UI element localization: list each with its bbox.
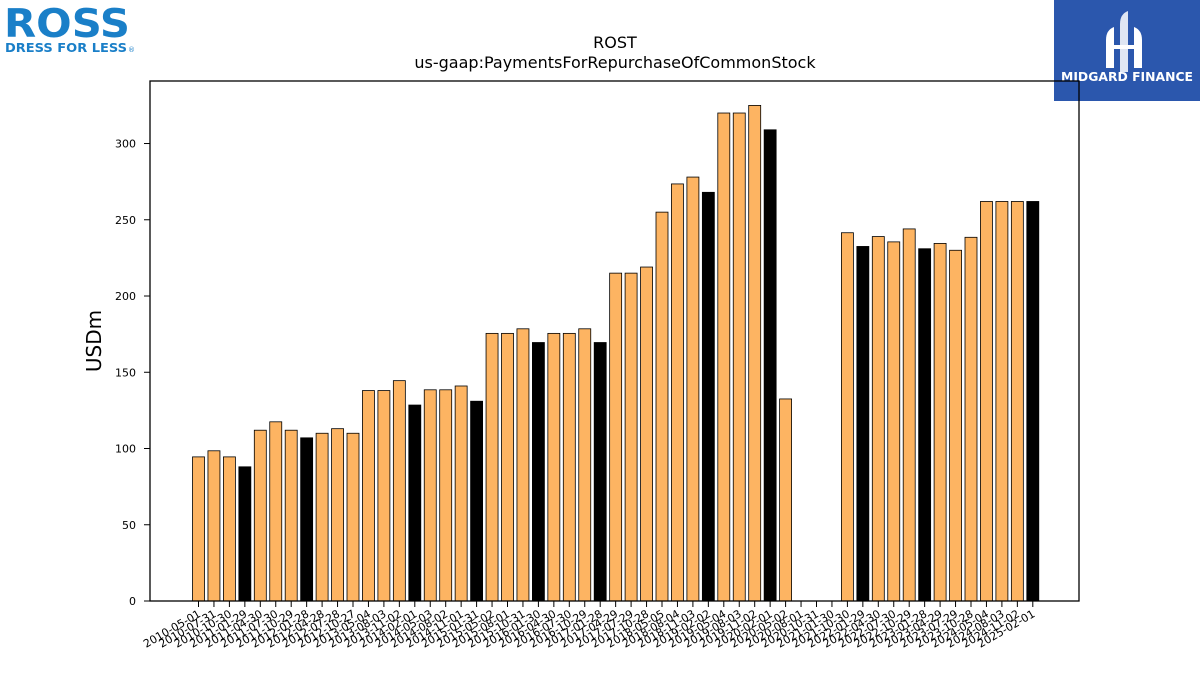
- bar: [748, 105, 762, 602]
- bar: [856, 246, 870, 602]
- y-axis-label: USDm: [82, 310, 106, 372]
- bar: [485, 332, 499, 602]
- y-axis-ticks: 0 50 100 150 200 250 300: [115, 138, 150, 608]
- plot-frame: [149, 80, 1080, 602]
- bar: [871, 236, 885, 602]
- bar: [423, 389, 437, 602]
- bar: [671, 183, 684, 602]
- bar: [918, 248, 932, 602]
- bar: [980, 201, 993, 602]
- midgard-mark-icon: [1106, 11, 1142, 72]
- midgard-finance-name: MIDGARD FINANCE: [1061, 70, 1193, 84]
- bar: [284, 429, 298, 602]
- bar: [362, 390, 375, 602]
- x-axis-ticks: 2010-05-012010-07-312010-10-302011-01-29…: [141, 601, 1037, 651]
- bar: [593, 342, 607, 602]
- bar: [933, 242, 947, 602]
- y-tick-label: 150: [115, 366, 136, 379]
- bar: [207, 450, 221, 602]
- bar: [269, 421, 283, 602]
- bar: [887, 241, 901, 602]
- bar: [732, 112, 746, 602]
- bar: [192, 456, 205, 602]
- y-tick-label: 0: [129, 595, 136, 608]
- bar: [315, 432, 329, 602]
- bar: [408, 404, 422, 602]
- bar: [578, 328, 592, 602]
- bar: [331, 428, 344, 602]
- bar: [763, 129, 777, 602]
- bar: [701, 191, 715, 602]
- bar: [995, 201, 1009, 602]
- bar-series: [192, 105, 1040, 602]
- bar: [624, 272, 638, 602]
- bar: [501, 332, 514, 602]
- chart-subtitle: us-gaap:PaymentsForRepurchaseOfCommonSto…: [414, 53, 816, 72]
- bar: [779, 398, 792, 602]
- ross-trademark: ®: [128, 46, 135, 54]
- bar: [686, 176, 700, 602]
- bar: [377, 390, 391, 602]
- bar: [238, 466, 252, 602]
- y-tick-label: 100: [115, 443, 136, 456]
- ross-wordmark: ROSS: [4, 4, 130, 47]
- bar: [300, 437, 314, 602]
- bar: [346, 432, 360, 602]
- bar: [454, 385, 468, 602]
- bar: [655, 211, 669, 602]
- bar: [222, 456, 236, 602]
- bar: [1026, 201, 1040, 602]
- bar: [1010, 201, 1024, 602]
- bar: [470, 400, 484, 602]
- bar: [717, 112, 731, 602]
- ross-tagline: DRESS FOR LESS: [5, 41, 127, 55]
- bar: [516, 328, 530, 602]
- bar: [841, 232, 854, 602]
- y-tick-label: 50: [122, 519, 136, 532]
- ross-dress-for-less-logo: ROSS DRESS FOR LESS ®: [4, 4, 135, 55]
- y-tick-label: 250: [115, 214, 136, 227]
- bar: [562, 332, 576, 602]
- bar: [640, 266, 653, 602]
- bar: [253, 429, 267, 602]
- bar: [964, 236, 978, 602]
- bar: [902, 228, 916, 602]
- bar: [439, 389, 453, 602]
- y-tick-label: 300: [115, 138, 136, 151]
- midgard-finance-logo: MIDGARD FINANCE: [1054, 0, 1200, 101]
- bar: [949, 249, 962, 602]
- bar: [547, 332, 561, 602]
- bar: [609, 272, 623, 602]
- bar: [392, 380, 406, 602]
- chart-title: ROST: [593, 33, 637, 52]
- bar: [532, 342, 545, 602]
- y-tick-label: 200: [115, 290, 136, 303]
